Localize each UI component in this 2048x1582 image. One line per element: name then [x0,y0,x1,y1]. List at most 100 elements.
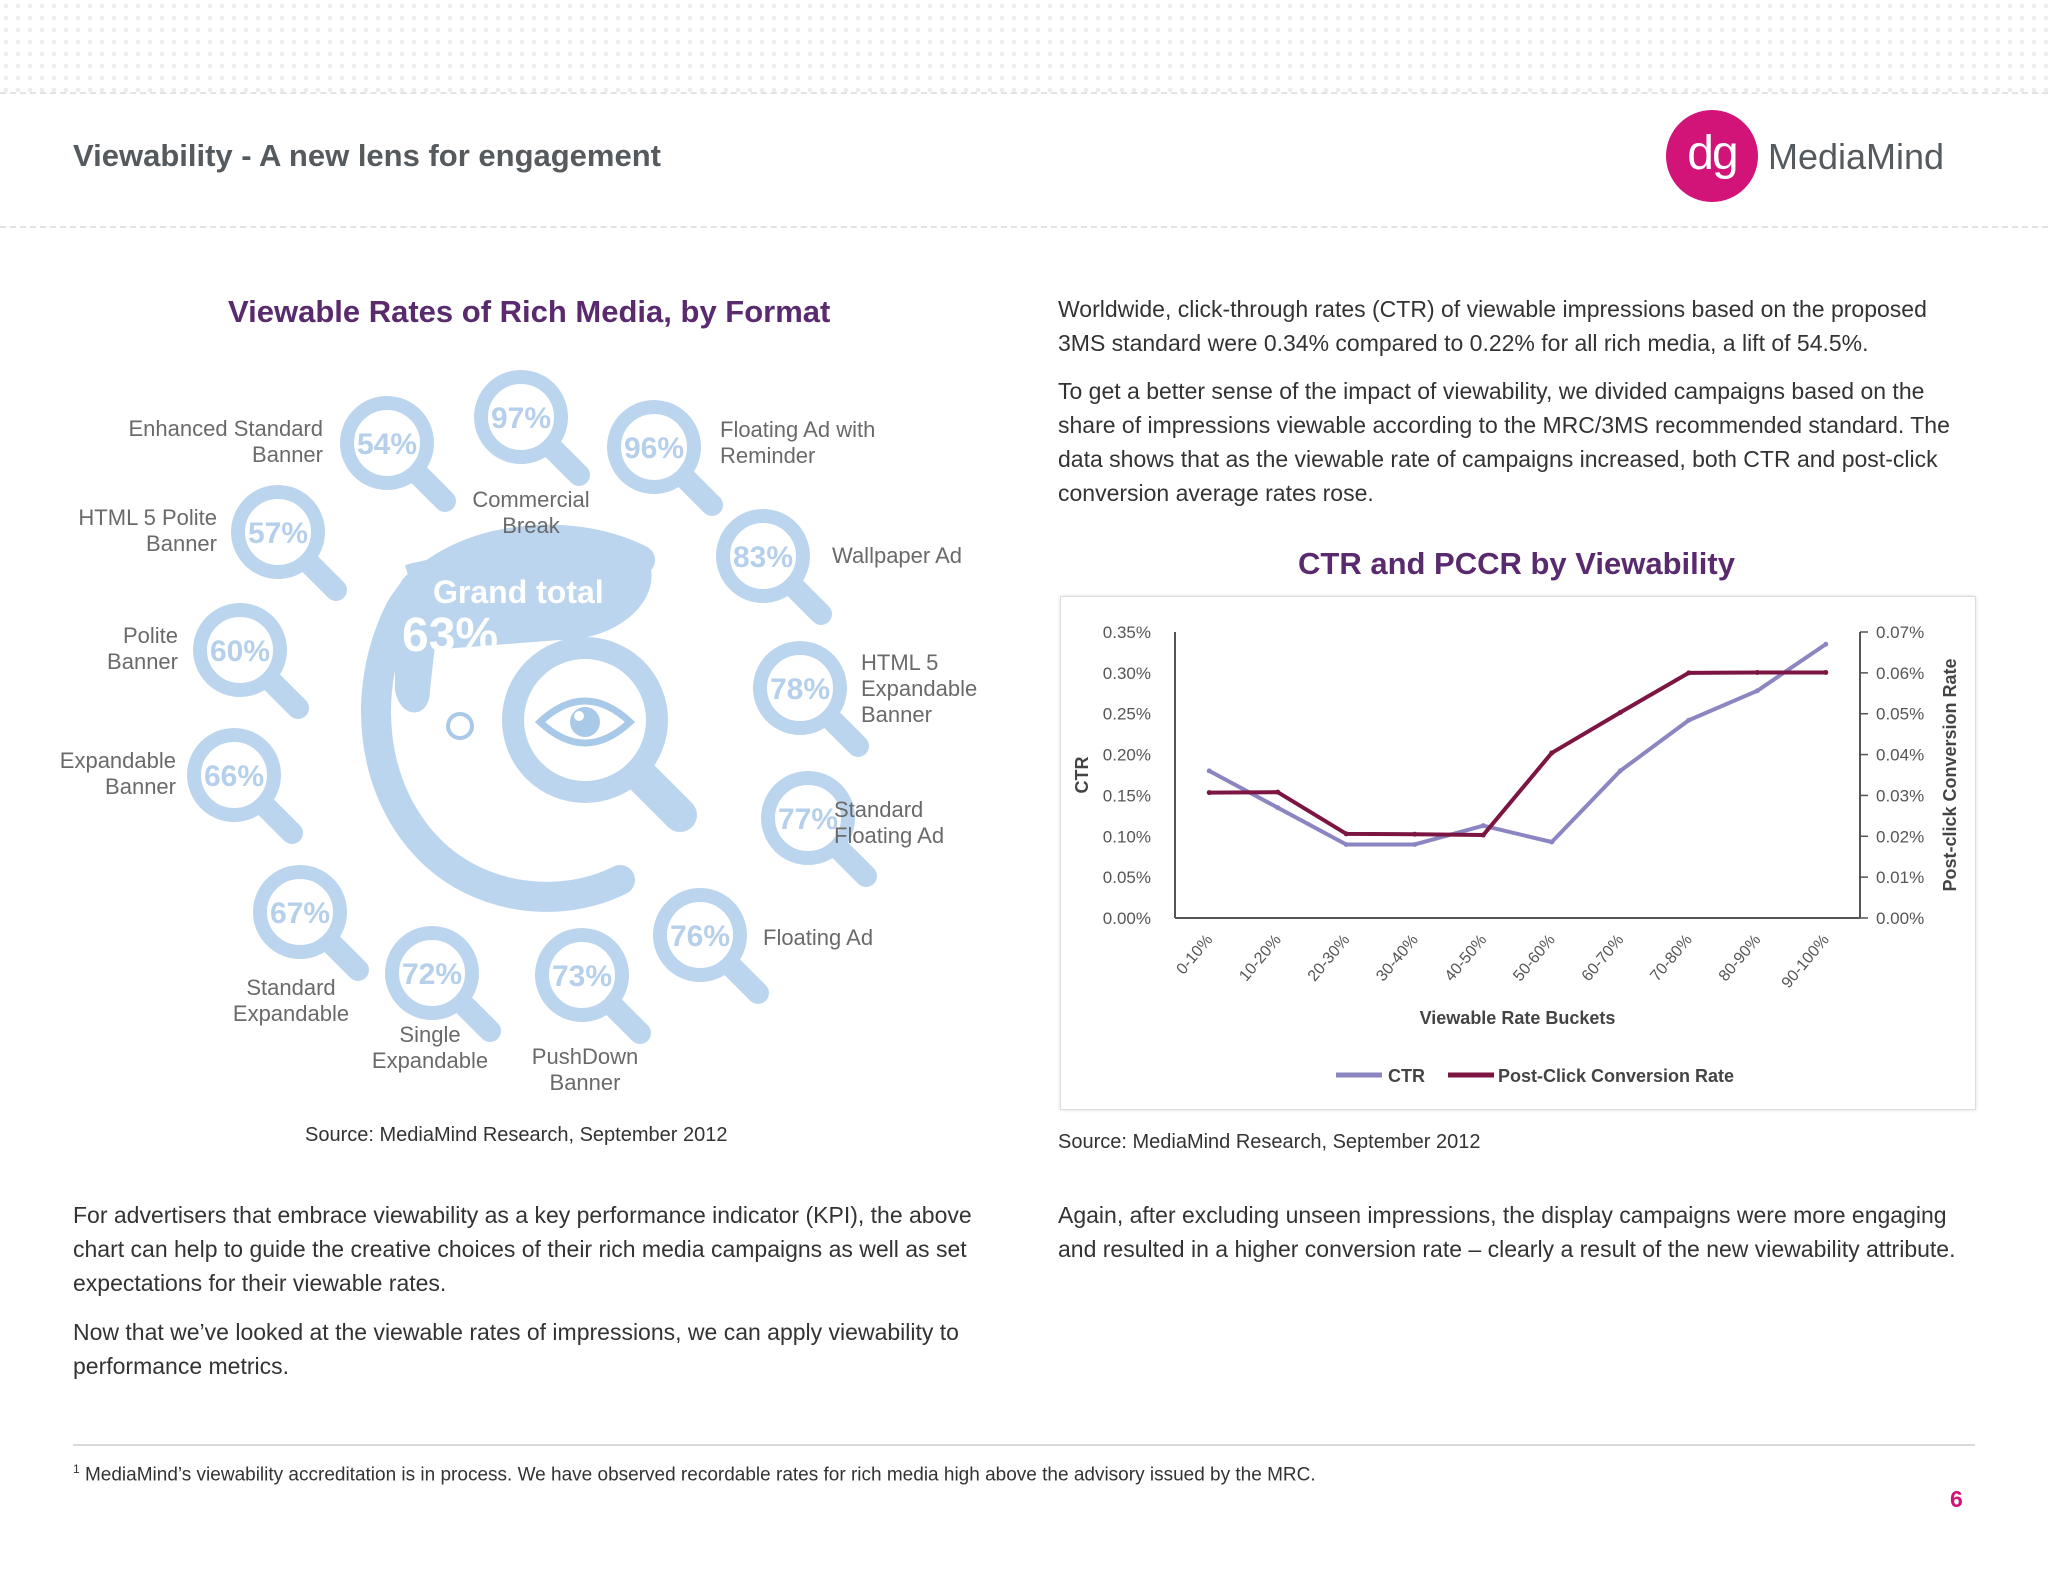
format-label-line: Standard [246,975,336,1000]
format-label-line: Expandable [861,676,978,701]
logo-icon [1666,110,1758,202]
series-line-post-click-conversion-rate [1209,670,1826,838]
format-label-line: Banner [252,442,323,467]
magnifier-icon [253,865,347,959]
magnifier-icon [753,641,847,735]
y-tick-label: 0.00% [1103,909,1151,928]
format-value: 72% [402,958,462,991]
format-value: 76% [670,920,730,953]
format-label: Enhanced Standard Banner [129,416,324,468]
x-axis-title: Viewable Rate Buckets [1420,1008,1616,1028]
magnifier-icon [716,509,810,603]
y-tick-label: 0.10% [1103,827,1151,846]
footnote: 1 MediaMind’s viewability accreditation … [73,1462,1316,1486]
format-bubble: 73% [535,928,651,1044]
format-value: 77% [778,803,838,836]
data-point [1754,688,1760,694]
data-point [1549,750,1555,756]
page-number: 6 [1950,1486,1963,1512]
x-tick-label: 40-50% [1442,932,1490,985]
format-label: Expandable Banner [60,748,176,800]
x-tick-label: 20-30% [1305,932,1353,985]
format-bubble: 67% [253,865,369,981]
footer-rule [73,1444,1975,1446]
format-label-line: Wallpaper Ad [832,543,963,568]
format-label-line: Expandable [232,1001,350,1026]
magnifier-icon [474,370,568,464]
data-point [1412,841,1418,847]
grand-total-dot [446,712,474,740]
format-label-line: Banner [146,531,217,556]
format-value: 66% [204,760,264,793]
format-label-line: Single [399,1022,461,1047]
format-bubble: 57% [231,485,347,601]
data-point [1686,670,1692,676]
format-label-line: Floating Ad [834,823,945,848]
format-value: 54% [357,428,417,461]
format-label: HTML 5 Polite Banner [78,505,217,557]
data-point [1275,789,1281,795]
data-point [1549,839,1555,845]
format-label-line: Banner [549,1070,621,1095]
format-bubble: 77% [761,771,877,887]
format-bubble: 97% [474,370,590,486]
series-line-ctr [1208,642,1827,847]
legend-label: CTR [1388,1066,1425,1086]
magnifier-icon [193,603,287,697]
data-point [1686,717,1692,723]
format-label: Floating Ad [763,925,873,951]
y2-tick-label: 0.04% [1876,746,1924,765]
format-bubble: 78% [753,641,869,757]
y2-tick-label: 0.00% [1876,909,1924,928]
format-label-line: HTML 5 Polite [78,505,217,530]
y-axis-title: CTR [1072,757,1092,794]
y2-tick-label: 0.07% [1876,623,1924,642]
magnifier-icon [385,926,479,1020]
format-label-line: Expandable [371,1048,489,1073]
format-label-line: Polite [122,623,178,648]
right-paragraph-3: Again, after excluding unseen impression… [1058,1202,1956,1262]
data-point [1823,641,1829,647]
format-label: Wallpaper Ad [832,543,962,569]
y2-axis-title: Post-click Conversion Rate [1940,658,1960,891]
y-tick-label: 0.05% [1103,868,1151,887]
format-label: Standard Floating Ad [834,797,944,849]
grand-total-value: 63% [402,609,499,662]
left-paragraph-2: Now that we’ve looked at the viewable ra… [73,1319,959,1379]
x-tick-label: 70-80% [1647,932,1695,985]
grand-total-arc [361,524,655,912]
right-paragraph-1: Worldwide, click-through rates (CTR) of … [1058,296,1927,356]
ctr-chart-source: Source: MediaMind Research, September 20… [1058,1131,1481,1153]
data-point [1412,831,1418,837]
format-label-line: Break [502,513,560,538]
footnote-text: MediaMind’s viewability accreditation is… [84,1464,1316,1486]
y-tick-label: 0.15% [1103,786,1151,805]
format-label: HTML 5 Expandable Banner [861,650,977,728]
data-point [1343,841,1349,847]
x-tick-label: 80-90% [1716,932,1764,985]
format-label-line: HTML 5 [861,650,939,675]
format-label: Standard Expandable [191,975,391,1027]
format-label: Single Expandable [330,1022,530,1074]
format-label-line: Commercial [472,487,590,512]
format-label-line: Enhanced Standard [128,416,324,441]
x-tick-label: 0-10% [1174,932,1217,978]
y-tick-label: 0.20% [1103,746,1151,765]
format-value: 57% [248,517,308,550]
y2-tick-label: 0.06% [1876,664,1924,683]
logo-name: MediaMind [1768,136,1945,177]
footnote-mark: 1 [73,1462,80,1476]
page-title: Viewability - A new lens for engagement [73,138,661,173]
x-tick-label: 60-70% [1579,932,1627,985]
ctr-chart-title: CTR and PCCR by Viewability [1298,546,1735,581]
magnifier-icon [231,485,325,579]
magnifier-icon [340,396,434,490]
format-chart-source: Source: MediaMind Research, September 20… [305,1124,728,1146]
format-label-line: Floating Ad [763,925,874,950]
data-point [1617,709,1623,715]
format-label-line: Standard [834,797,924,822]
y2-tick-label: 0.02% [1876,827,1924,846]
format-label-line: Reminder [720,443,816,468]
legend-label: Post-Click Conversion Rate [1498,1066,1734,1086]
